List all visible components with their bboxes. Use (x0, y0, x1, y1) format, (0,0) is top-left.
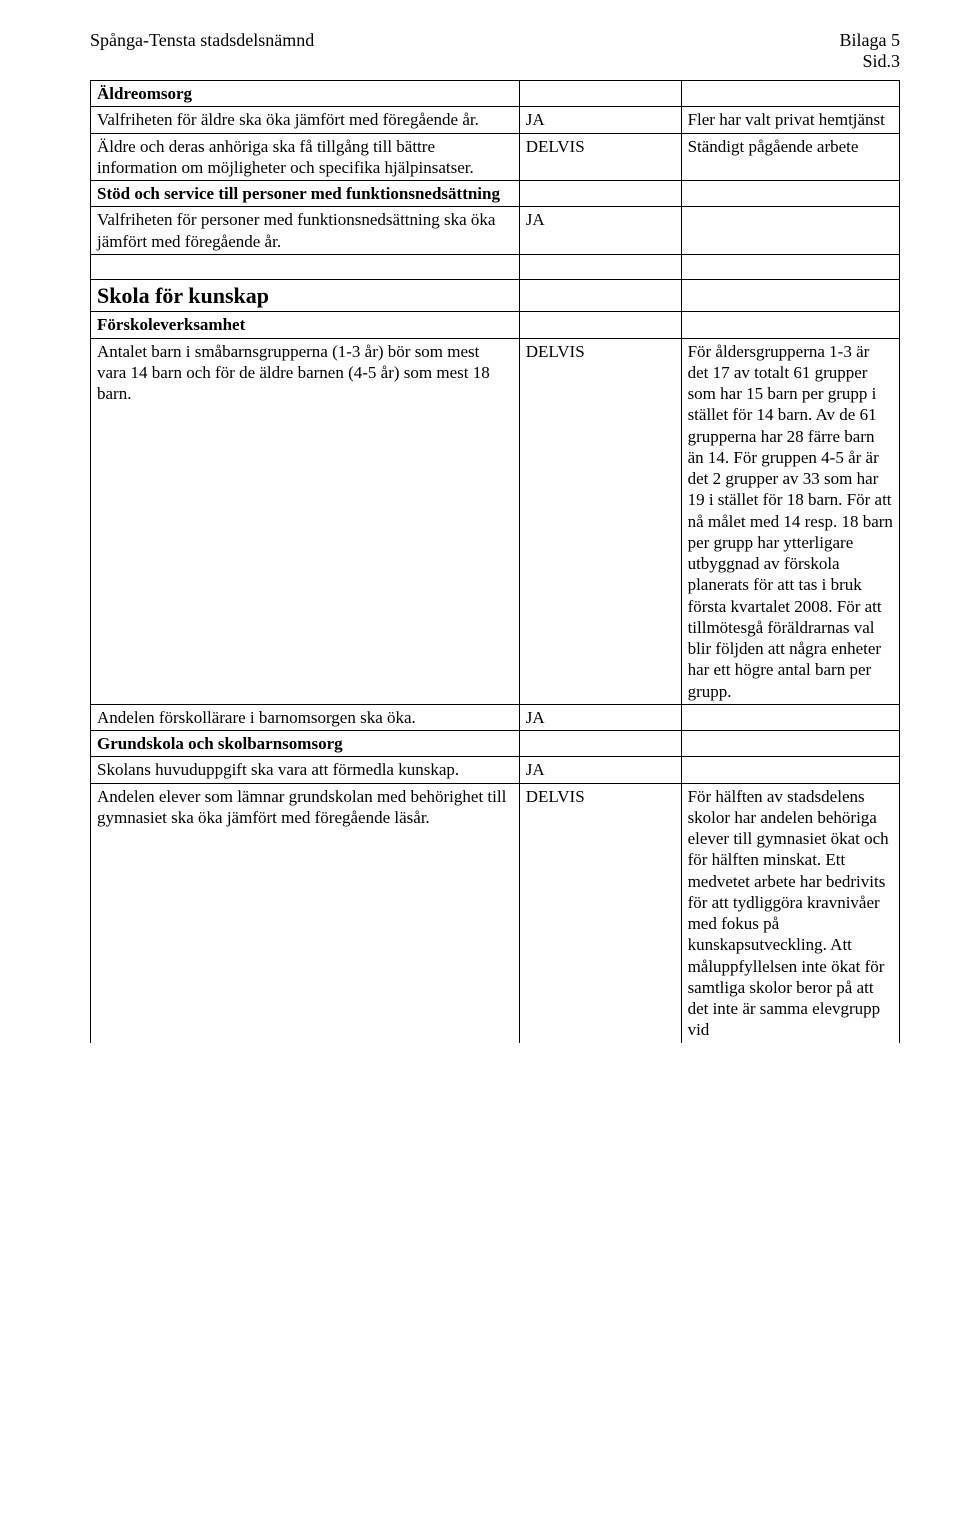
cell-status: DELVIS (519, 783, 681, 1043)
table-row: Förskoleverksamhet (91, 312, 900, 338)
table-row: Andelen förskollärare i barnomsorgen ska… (91, 704, 900, 730)
cell-status (519, 81, 681, 107)
cell-comment (681, 312, 899, 338)
cell-description: Grundskola och skolbarnsomsorg (91, 731, 520, 757)
table-row (91, 254, 900, 279)
cell-comment (681, 207, 899, 255)
cell-status (519, 279, 681, 312)
table-row: Valfriheten för personer med funktionsne… (91, 207, 900, 255)
cell-comment: Fler har valt privat hemtjänst (681, 107, 899, 133)
cell-comment (681, 279, 899, 312)
cell-status: JA (519, 107, 681, 133)
cell-status: DELVIS (519, 338, 681, 704)
cell-status (519, 731, 681, 757)
table-row: Stöd och service till personer med funkt… (91, 181, 900, 207)
header-right-line1: Bilaga 5 (840, 30, 901, 51)
cell-comment (681, 81, 899, 107)
table-row: Äldre och deras anhöriga ska få tillgång… (91, 133, 900, 181)
table-row: Andelen elever som lämnar grundskolan me… (91, 783, 900, 1043)
cell-description: Skola för kunskap (91, 279, 520, 312)
cell-comment: Ständigt pågående arbete (681, 133, 899, 181)
table-row: Grundskola och skolbarnsomsorg (91, 731, 900, 757)
cell-comment (681, 254, 899, 279)
table-row: Antalet barn i småbarnsgrupperna (1-3 år… (91, 338, 900, 704)
cell-status (519, 181, 681, 207)
cell-status: JA (519, 757, 681, 783)
table-row: Skola för kunskap (91, 279, 900, 312)
cell-comment: För åldersgrupperna 1-3 är det 17 av tot… (681, 338, 899, 704)
cell-comment (681, 181, 899, 207)
cell-status: DELVIS (519, 133, 681, 181)
cell-status (519, 312, 681, 338)
header-right-line2: Sid.3 (840, 51, 901, 72)
cell-description: Skolans huvuduppgift ska vara att förmed… (91, 757, 520, 783)
cell-description: Andelen elever som lämnar grundskolan me… (91, 783, 520, 1043)
cell-description: Valfriheten för äldre ska öka jämfört me… (91, 107, 520, 133)
table-row: Skolans huvuduppgift ska vara att förmed… (91, 757, 900, 783)
cell-description (91, 254, 520, 279)
cell-description: Andelen förskollärare i barnomsorgen ska… (91, 704, 520, 730)
cell-status (519, 254, 681, 279)
cell-comment (681, 731, 899, 757)
table-row: Valfriheten för äldre ska öka jämfört me… (91, 107, 900, 133)
cell-description: Äldreomsorg (91, 81, 520, 107)
header-right: Bilaga 5 Sid.3 (840, 30, 901, 72)
page: Spånga-Tensta stadsdelsnämnd Bilaga 5 Si… (0, 0, 960, 1520)
cell-comment (681, 757, 899, 783)
cell-description: Valfriheten för personer med funktionsne… (91, 207, 520, 255)
page-header: Spånga-Tensta stadsdelsnämnd Bilaga 5 Si… (90, 30, 900, 72)
header-left: Spånga-Tensta stadsdelsnämnd (90, 30, 314, 72)
cell-description: Äldre och deras anhöriga ska få tillgång… (91, 133, 520, 181)
cell-status: JA (519, 207, 681, 255)
table-row: Äldreomsorg (91, 81, 900, 107)
cell-comment: För hälften av stadsdelens skolor har an… (681, 783, 899, 1043)
cell-comment (681, 704, 899, 730)
cell-description: Antalet barn i småbarnsgrupperna (1-3 år… (91, 338, 520, 704)
cell-description: Förskoleverksamhet (91, 312, 520, 338)
cell-status: JA (519, 704, 681, 730)
table-body: ÄldreomsorgValfriheten för äldre ska öka… (91, 81, 900, 1043)
cell-description: Stöd och service till personer med funkt… (91, 181, 520, 207)
content-table: ÄldreomsorgValfriheten för äldre ska öka… (90, 80, 900, 1043)
